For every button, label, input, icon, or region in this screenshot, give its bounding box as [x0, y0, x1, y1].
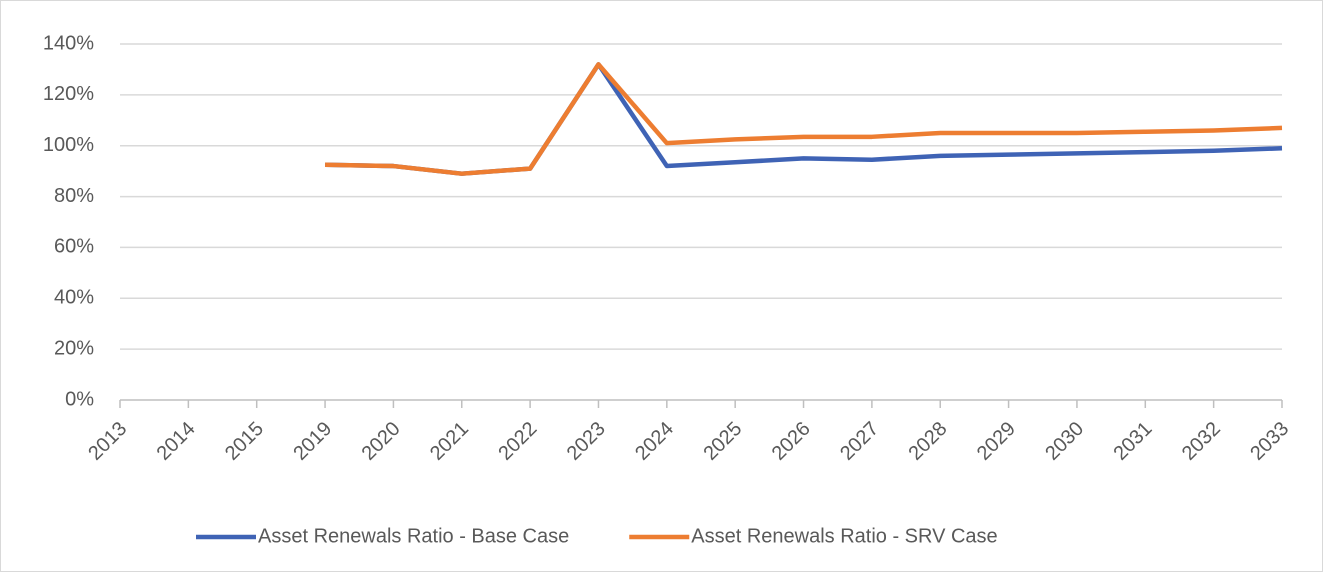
legend-label: Asset Renewals Ratio - SRV Case [691, 525, 997, 547]
y-tick-label: 60% [54, 236, 94, 258]
y-tick-label: 140% [43, 32, 94, 54]
y-tick-label: 100% [43, 134, 94, 156]
legend-label: Asset Renewals Ratio - Base Case [258, 525, 569, 547]
y-tick-label: 120% [43, 83, 94, 105]
series-line [325, 62, 1283, 176]
y-tick-label: 0% [65, 388, 94, 410]
y-tick-label: 40% [54, 287, 94, 309]
y-tick-label: 20% [54, 337, 94, 359]
y-tick-label: 80% [54, 185, 94, 207]
